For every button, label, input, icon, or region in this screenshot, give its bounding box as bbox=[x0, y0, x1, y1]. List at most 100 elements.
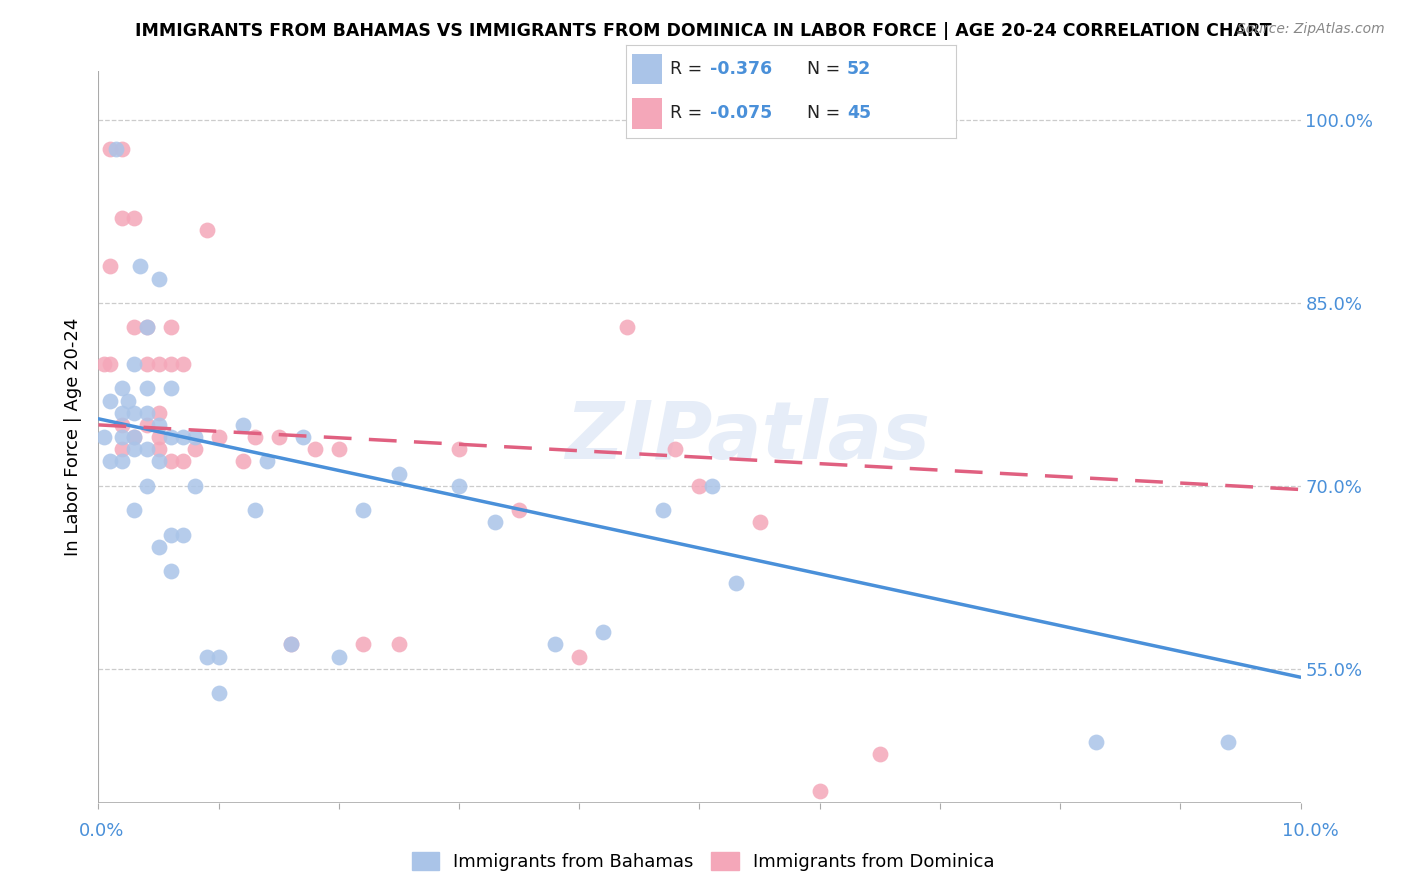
Point bbox=[129, 260, 152, 274]
Text: -0.376: -0.376 bbox=[710, 60, 772, 78]
Point bbox=[388, 637, 411, 651]
Point bbox=[1085, 735, 1108, 749]
Text: IMMIGRANTS FROM BAHAMAS VS IMMIGRANTS FROM DOMINICA IN LABOR FORCE | AGE 20-24 C: IMMIGRANTS FROM BAHAMAS VS IMMIGRANTS FR… bbox=[135, 22, 1271, 40]
Point bbox=[100, 357, 122, 371]
Point bbox=[484, 516, 506, 530]
Point bbox=[1218, 735, 1240, 749]
Point bbox=[592, 625, 614, 640]
Point bbox=[111, 381, 134, 395]
Point bbox=[111, 442, 134, 457]
Point bbox=[135, 417, 157, 432]
Point bbox=[148, 357, 170, 371]
Point bbox=[148, 442, 170, 457]
Point bbox=[111, 142, 134, 156]
Point bbox=[111, 417, 134, 432]
Text: 0.0%: 0.0% bbox=[79, 822, 124, 839]
Point bbox=[208, 686, 231, 700]
Text: N =: N = bbox=[807, 104, 846, 122]
Point bbox=[183, 442, 205, 457]
Point bbox=[159, 527, 181, 541]
Point bbox=[652, 503, 675, 517]
Point bbox=[172, 527, 194, 541]
Point bbox=[388, 467, 411, 481]
Legend: Immigrants from Bahamas, Immigrants from Dominica: Immigrants from Bahamas, Immigrants from… bbox=[405, 845, 1001, 879]
Point bbox=[267, 430, 290, 444]
Point bbox=[159, 357, 181, 371]
Point bbox=[124, 430, 146, 444]
Point bbox=[135, 357, 157, 371]
Point bbox=[124, 503, 146, 517]
Point bbox=[664, 442, 686, 457]
Point bbox=[304, 442, 326, 457]
Point bbox=[544, 637, 567, 651]
Point bbox=[748, 516, 770, 530]
Point bbox=[93, 357, 115, 371]
Point bbox=[159, 430, 181, 444]
Point bbox=[447, 479, 470, 493]
Point bbox=[159, 454, 181, 468]
Point bbox=[111, 430, 134, 444]
Point bbox=[117, 393, 139, 408]
Point bbox=[328, 649, 350, 664]
Bar bbox=[633, 54, 662, 85]
Point bbox=[447, 442, 470, 457]
Point bbox=[352, 503, 374, 517]
Point bbox=[148, 406, 170, 420]
Text: Source: ZipAtlas.com: Source: ZipAtlas.com bbox=[1237, 22, 1385, 37]
Point bbox=[148, 430, 170, 444]
Point bbox=[291, 430, 314, 444]
Point bbox=[808, 783, 831, 797]
Text: 45: 45 bbox=[846, 104, 872, 122]
Point bbox=[148, 454, 170, 468]
Point bbox=[124, 430, 146, 444]
Point bbox=[700, 479, 723, 493]
Text: R =: R = bbox=[671, 60, 709, 78]
Bar bbox=[633, 98, 662, 129]
Point bbox=[208, 430, 231, 444]
Point bbox=[148, 271, 170, 285]
Point bbox=[195, 223, 218, 237]
Point bbox=[135, 479, 157, 493]
Point bbox=[183, 479, 205, 493]
Point bbox=[183, 430, 205, 444]
Point bbox=[172, 430, 194, 444]
Point bbox=[243, 430, 266, 444]
Point bbox=[195, 649, 218, 664]
Point bbox=[135, 381, 157, 395]
Point bbox=[124, 211, 146, 225]
Point bbox=[135, 320, 157, 334]
Y-axis label: In Labor Force | Age 20-24: In Labor Force | Age 20-24 bbox=[65, 318, 83, 557]
Point bbox=[616, 320, 638, 334]
Point bbox=[105, 142, 128, 156]
Point bbox=[869, 747, 891, 761]
Text: R =: R = bbox=[671, 104, 709, 122]
Point bbox=[100, 260, 122, 274]
Point bbox=[124, 406, 146, 420]
Point bbox=[243, 503, 266, 517]
Point bbox=[159, 564, 181, 578]
Point bbox=[508, 503, 530, 517]
Point bbox=[148, 417, 170, 432]
Point bbox=[135, 406, 157, 420]
Point bbox=[148, 540, 170, 554]
Text: N =: N = bbox=[807, 60, 846, 78]
Point bbox=[100, 454, 122, 468]
Point bbox=[208, 649, 231, 664]
Point bbox=[124, 442, 146, 457]
Point bbox=[724, 576, 747, 591]
Point bbox=[111, 406, 134, 420]
Point bbox=[172, 454, 194, 468]
Point bbox=[232, 454, 254, 468]
Point bbox=[256, 454, 278, 468]
Text: ZIPatlas: ZIPatlas bbox=[565, 398, 931, 476]
Point bbox=[124, 320, 146, 334]
Point bbox=[328, 442, 350, 457]
Point bbox=[159, 381, 181, 395]
Point bbox=[135, 442, 157, 457]
Point bbox=[352, 637, 374, 651]
Point bbox=[172, 357, 194, 371]
Point bbox=[93, 430, 115, 444]
Point bbox=[159, 320, 181, 334]
Point bbox=[689, 479, 711, 493]
Text: 10.0%: 10.0% bbox=[1282, 822, 1339, 839]
